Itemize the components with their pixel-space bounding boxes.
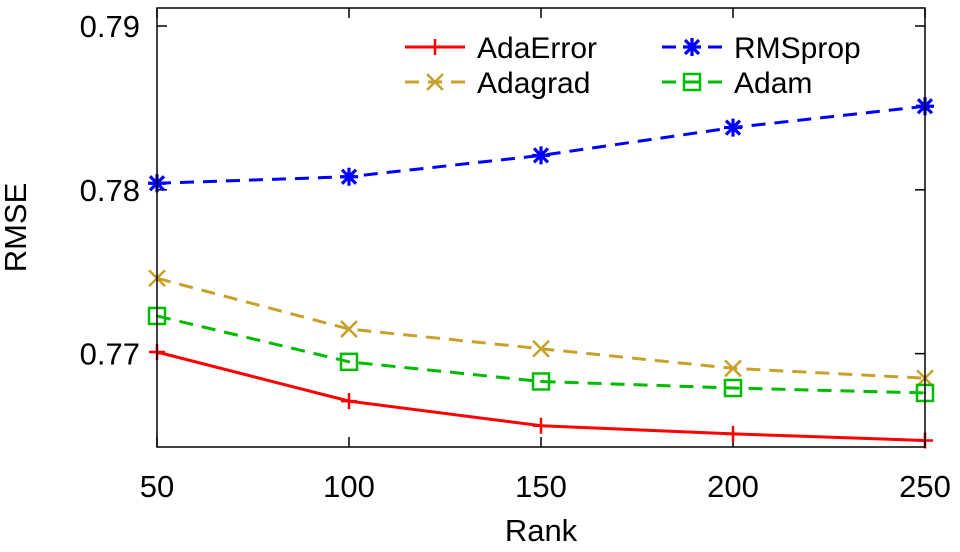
legend-entry-adagrad: Adagrad (405, 67, 590, 100)
series-line-adam (156, 314, 926, 395)
legend-entry-rmsprop: RMSprop (662, 32, 861, 65)
y-axis-title: RMSE (0, 183, 33, 273)
data-point-adaerror (533, 417, 549, 434)
legend-marker (426, 73, 444, 91)
data-point-rmsprop (724, 118, 742, 137)
data-point-adagrad (724, 359, 742, 378)
data-point-adam-dot (539, 380, 543, 383)
series-adam (147, 306, 935, 403)
data-point-adam (723, 378, 743, 398)
legend-label: Adam (734, 67, 812, 100)
x-tick-label: 250 (899, 469, 951, 504)
series-rmsprop (148, 97, 934, 193)
y-tick-label: 0.77 (80, 337, 140, 372)
data-point-adam (339, 352, 359, 372)
legend-marker (682, 72, 702, 92)
data-point-adam (531, 372, 551, 391)
legend-label: Adagrad (477, 67, 590, 100)
series-layer (147, 97, 935, 449)
x-tick-label: 200 (707, 469, 759, 504)
legend-label: AdaError (477, 32, 597, 65)
data-point-adam-dot (347, 360, 351, 364)
x-axis-title: Rank (505, 513, 578, 548)
data-point-adagrad (532, 339, 550, 358)
legend-marker-dot (690, 80, 694, 84)
legend-marker (427, 39, 443, 55)
x-tick-label: 100 (323, 469, 375, 504)
tick-labels: 50 100 150 200 250 0.77 0.78 0.79 (80, 9, 951, 504)
data-point-adaerror (725, 425, 741, 442)
series-line-adagrad (156, 276, 926, 380)
legend-label: RMSprop (734, 32, 861, 65)
legend: AdaError RMSprop Adagrad Adam (405, 32, 861, 100)
legend-entry-adaerror: AdaError (405, 32, 597, 65)
series-adaerror (149, 343, 933, 449)
x-tick-label: 50 (140, 469, 174, 504)
x-tick-label: 150 (515, 469, 567, 504)
series-line-rmsprop (156, 104, 926, 185)
data-point-rmsprop (532, 146, 550, 165)
data-point-adagrad (340, 320, 358, 338)
data-point-adam-dot (731, 386, 735, 390)
data-point-adaerror (341, 393, 357, 410)
legend-entry-adam: Adam (662, 67, 812, 100)
y-tick-label: 0.79 (80, 9, 140, 44)
legend-marker (683, 38, 701, 56)
y-tick-label: 0.78 (80, 173, 140, 208)
series-adagrad (148, 269, 934, 388)
data-point-rmsprop (340, 167, 358, 186)
plot-frame (156, 7, 926, 448)
